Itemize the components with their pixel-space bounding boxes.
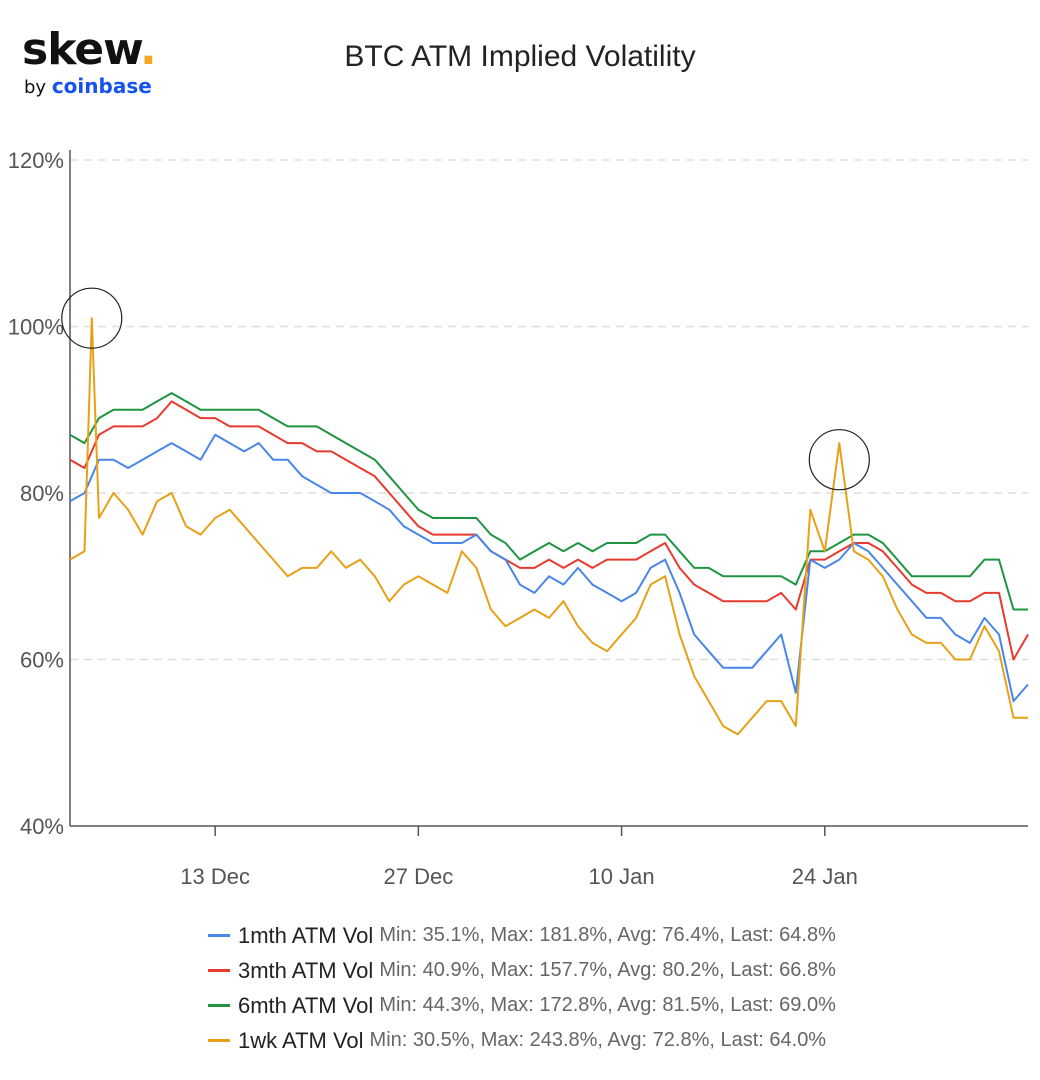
legend-swatch [208, 934, 230, 937]
legend-series-stats: Min: 40.9%, Max: 157.7%, Avg: 80.2%, Las… [379, 959, 836, 981]
x-tick-label: 24 Jan [792, 864, 858, 889]
legend-series-name: 6mth ATM Vol [238, 992, 374, 1018]
legend-series-stats: Min: 30.5%, Max: 243.8%, Avg: 72.8%, Las… [369, 1029, 827, 1051]
legend-item[interactable]: 6mth ATM Vol Min: 44.3%, Max: 172.8%, Avg… [208, 988, 836, 1023]
legend-swatch [208, 1004, 230, 1007]
legend-item[interactable]: 1mth ATM Vol Min: 35.1%, Max: 181.8%, Avg… [208, 918, 836, 953]
series-line-3mth [69, 400, 1029, 661]
x-tick-label: 10 Jan [589, 864, 655, 889]
legend-series-name: 3mth ATM Vol [238, 957, 374, 983]
legend-swatch [208, 1039, 230, 1042]
x-tick-label: 13 Dec [180, 864, 250, 889]
series-line-1mth [69, 433, 1029, 703]
y-tick-label: 100% [8, 315, 64, 340]
legend-item[interactable]: 1wk ATM Vol Min: 30.5%, Max: 243.8%, Avg:… [208, 1023, 836, 1058]
legend-swatch [208, 969, 230, 972]
y-tick-label: 40% [20, 814, 64, 839]
chart-legend: 1mth ATM Vol Min: 35.1%, Max: 181.8%, Avg… [208, 918, 836, 1058]
x-tick-label: 27 Dec [384, 864, 454, 889]
legend-series-stats: Min: 35.1%, Max: 181.8%, Avg: 76.4%, Las… [379, 924, 836, 946]
logo-byline: by coinbase [24, 74, 152, 98]
legend-series-name: 1mth ATM Vol [238, 922, 374, 948]
logo-wordmark: skew. [22, 24, 157, 75]
legend-series-name: 1wk ATM Vol [238, 1027, 364, 1053]
series-line-1wk [69, 317, 1028, 736]
y-tick-label: 80% [20, 481, 64, 506]
y-tick-label: 120% [8, 148, 64, 173]
spike-annotation-circle [61, 287, 123, 349]
y-tick-label: 60% [20, 648, 64, 673]
skew-logo: skew. by coinbase [22, 24, 157, 99]
series-line-6mth [69, 392, 1028, 611]
legend-series-stats: Min: 44.3%, Max: 172.8%, Avg: 81.5%, Las… [379, 994, 836, 1016]
legend-item[interactable]: 3mth ATM Vol Min: 40.9%, Max: 157.7%, Avg… [208, 953, 836, 988]
chart-title: BTC ATM Implied Volatility [344, 40, 696, 73]
spike-annotation-circle [808, 429, 870, 491]
